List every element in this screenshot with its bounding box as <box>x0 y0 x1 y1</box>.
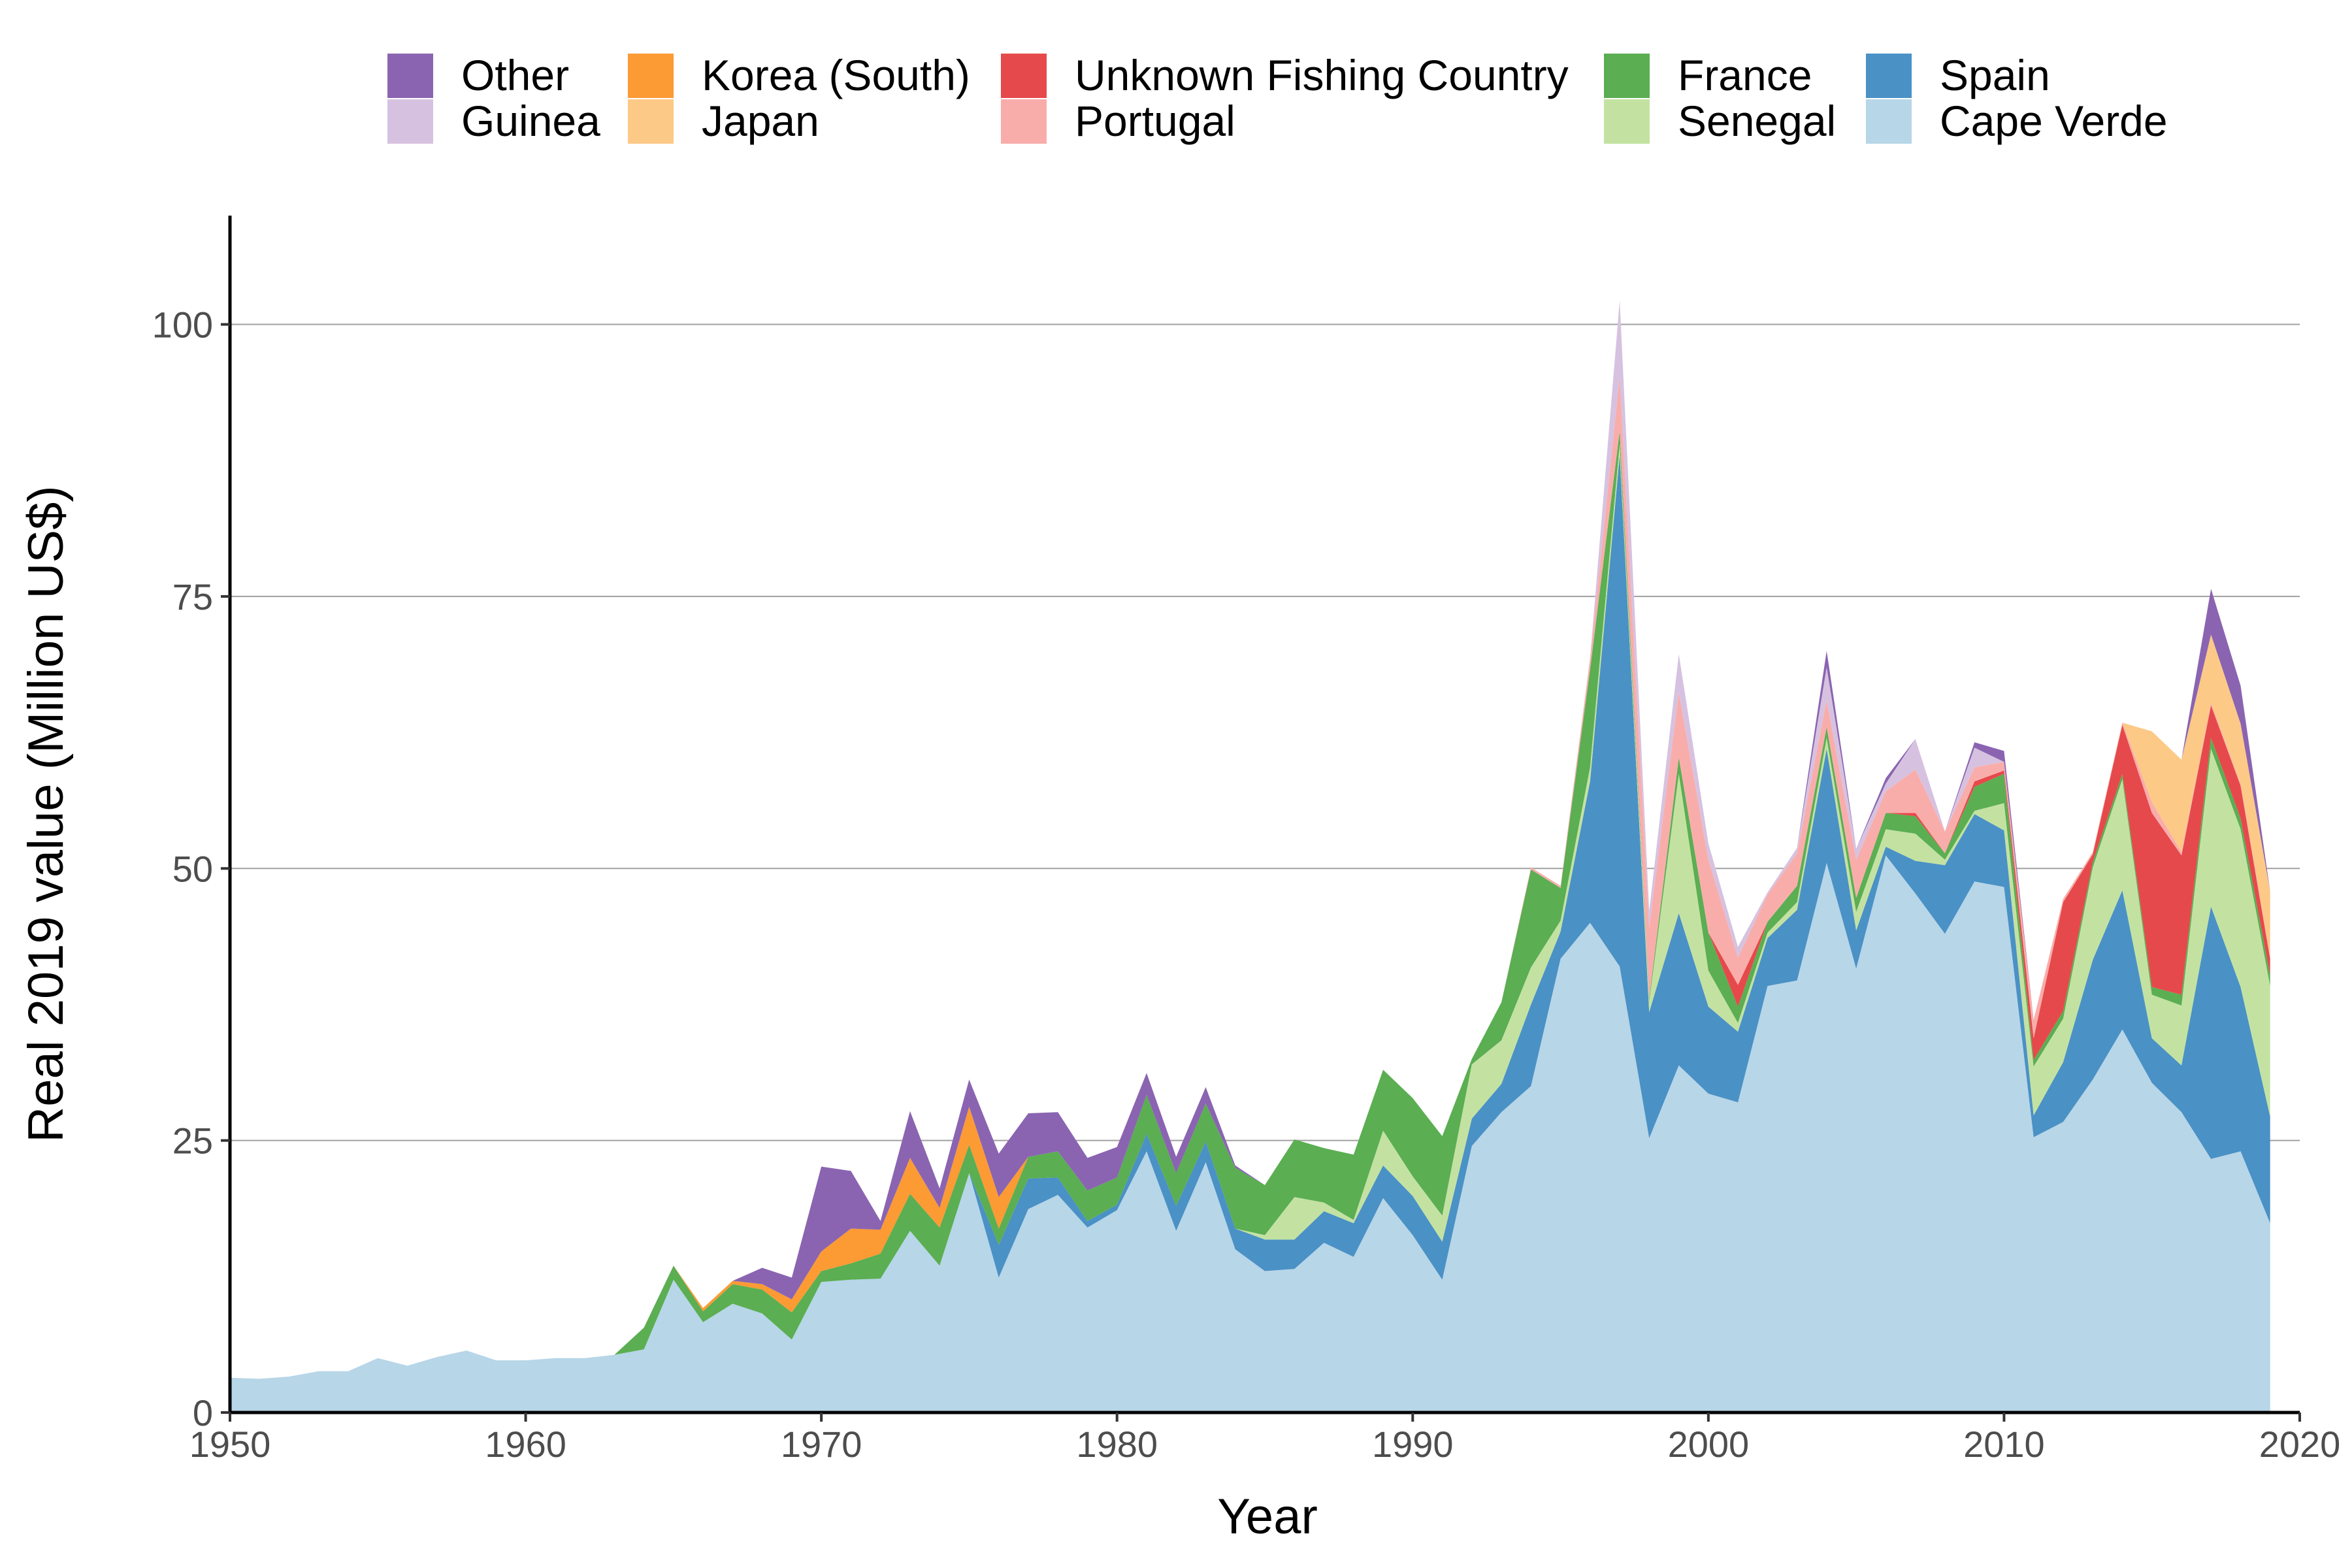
legend-label-cape-verde: Cape Verde <box>1940 97 2168 145</box>
legend-swatch-france <box>1604 54 1650 98</box>
area-france <box>230 431 2270 1379</box>
legend-swatch-cape-verde <box>1866 99 1912 144</box>
stacked-areas <box>230 300 2270 1413</box>
legend-swatch-spain <box>1866 54 1912 98</box>
area-spain <box>230 455 2270 1379</box>
x-tick-label-2020: 2020 <box>2259 1424 2341 1465</box>
legend-swatch-portugal <box>1001 99 1047 144</box>
y-tick-label-25: 25 <box>172 1120 213 1162</box>
legend-label-other: Other <box>461 51 569 99</box>
legend-label-guinea: Guinea <box>461 97 600 145</box>
y-tick-label-100: 100 <box>152 304 213 346</box>
x-tick-label-1970: 1970 <box>781 1424 862 1465</box>
legend-label-senegal: Senegal <box>1678 97 1836 145</box>
legend-swatch-unknown-fishing-country <box>1001 54 1047 98</box>
area-cape-verde <box>230 855 2270 1413</box>
y-tick-label-0: 0 <box>193 1392 213 1433</box>
legend-swatch-other <box>387 54 433 98</box>
y-axis-title: Real 2019 value (Million US$) <box>18 485 74 1142</box>
legend-label-japan: Japan <box>702 97 819 145</box>
x-tick-label-2010: 2010 <box>1963 1424 2045 1465</box>
area-portugal <box>230 376 2270 1379</box>
legend-swatch-japan <box>628 99 674 144</box>
x-tick-label-2000: 2000 <box>1668 1424 1750 1465</box>
y-axis-ticks: 0 25 50 75 100 <box>152 304 230 1433</box>
legend-swatch-guinea <box>387 99 433 144</box>
axes <box>228 216 2300 1414</box>
x-tick-label-1960: 1960 <box>485 1424 566 1465</box>
legend-label-unknown-fishing-country: Unknown Fishing Country <box>1075 51 1569 99</box>
x-tick-label-1990: 1990 <box>1372 1424 1454 1465</box>
legend-label-korea-south: Korea (South) <box>702 51 970 99</box>
area-guinea <box>230 300 2270 1379</box>
legend-swatch-senegal <box>1604 99 1650 144</box>
x-tick-label-1980: 1980 <box>1076 1424 1158 1465</box>
area-senegal <box>230 444 2270 1379</box>
y-tick-label-50: 50 <box>172 848 213 889</box>
legend-label-france: France <box>1678 51 1812 99</box>
x-axis-ticks: 1950 1960 1970 1980 1990 2000 2010 2020 <box>189 1413 2341 1465</box>
legend-swatch-korea-south <box>628 54 674 98</box>
legend-label-spain: Spain <box>1940 51 2050 99</box>
x-tick-label-1950: 1950 <box>189 1424 271 1465</box>
legend-label-portugal: Portugal <box>1075 97 1235 145</box>
x-axis-title: Year <box>1217 1489 1318 1544</box>
y-tick-label-75: 75 <box>172 576 213 617</box>
